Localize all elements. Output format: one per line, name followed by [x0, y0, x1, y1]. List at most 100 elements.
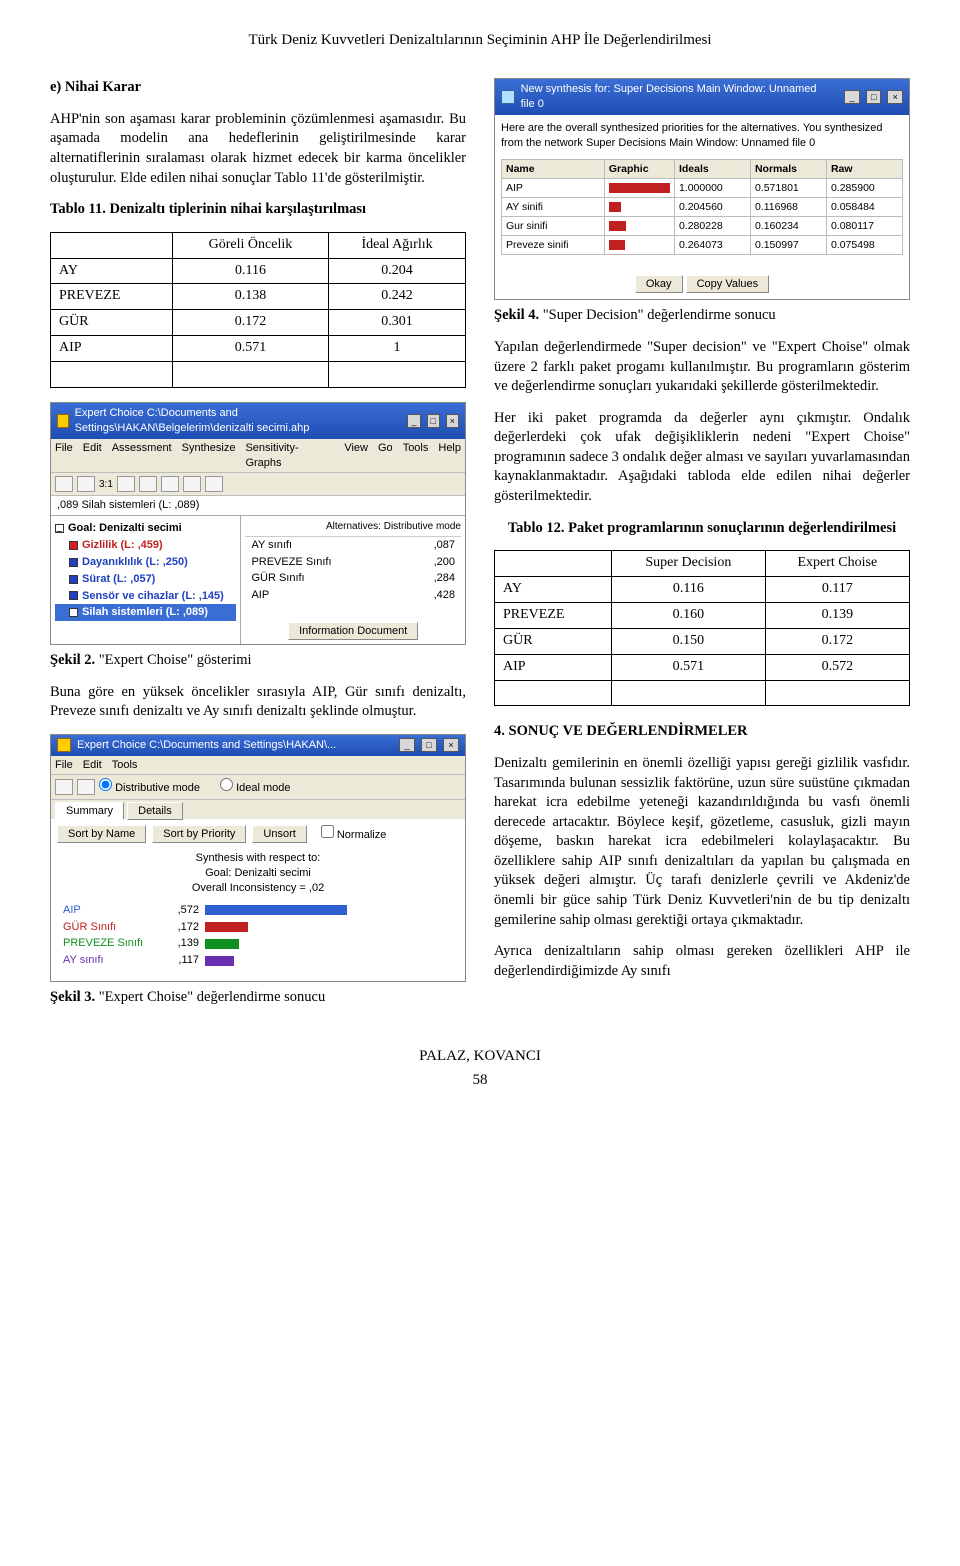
- ec2-titlebar[interactable]: Expert Choice C:\Documents and Settings\…: [51, 735, 465, 756]
- result-bar: [205, 905, 347, 915]
- ec1-alt-mode: Alternatives: Distributive mode: [245, 520, 461, 537]
- sd-app-icon: [501, 90, 515, 104]
- alt-val: ,428: [404, 587, 461, 604]
- mode-ideal-label: Ideal mode: [236, 782, 290, 794]
- t12-r0c2: 0.117: [765, 577, 909, 603]
- normalize-checkbox[interactable]: Normalize: [321, 825, 387, 843]
- unsort-button[interactable]: Unsort: [252, 825, 306, 843]
- t12-h1: Super Decision: [612, 551, 766, 577]
- tree-item-selected[interactable]: Silah sistemleri (L: ,089): [82, 605, 208, 620]
- alt-name[interactable]: GÜR Sınıfı: [245, 570, 403, 587]
- okay-button[interactable]: Okay: [635, 275, 683, 293]
- sd-row-bar: [604, 197, 674, 216]
- minimize-icon[interactable]: _: [399, 738, 415, 752]
- ec1-goal[interactable]: Goal: Denizalti secimi: [68, 521, 182, 536]
- toolbar-icon[interactable]: [55, 779, 73, 795]
- mode-ideal[interactable]: Ideal mode: [220, 778, 291, 796]
- t12-h2: Expert Choise: [765, 551, 909, 577]
- alt-name[interactable]: AIP: [245, 587, 403, 604]
- close-icon[interactable]: ×: [887, 90, 903, 104]
- close-icon[interactable]: ×: [446, 414, 459, 428]
- maximize-icon[interactable]: □: [421, 738, 437, 752]
- menu-tools[interactable]: Tools: [112, 758, 138, 773]
- menu-edit[interactable]: Edit: [83, 758, 102, 773]
- result-value: ,139: [159, 936, 199, 951]
- toolbar-icon[interactable]: [77, 476, 95, 492]
- sort-by-priority-button[interactable]: Sort by Priority: [152, 825, 246, 843]
- menu-file[interactable]: File: [55, 441, 73, 471]
- t12-r1c0: PREVEZE: [495, 602, 612, 628]
- menu-go[interactable]: Go: [378, 441, 393, 471]
- menu-edit[interactable]: Edit: [83, 441, 102, 471]
- toolbar-icon[interactable]: [77, 779, 95, 795]
- sd-titlebar[interactable]: New synthesis for: Super Decisions Main …: [495, 79, 909, 115]
- t11-r3c2: 1: [329, 336, 466, 362]
- minimize-icon[interactable]: _: [844, 90, 860, 104]
- t12-r2c2: 0.172: [765, 628, 909, 654]
- sd-h2: Ideals: [674, 159, 750, 178]
- sekil3-t: "Expert Choise" değerlendirme sonucu: [95, 989, 325, 1005]
- ec2-app-icon: [57, 738, 71, 752]
- ec1-title: Expert Choice C:\Documents and Settings\…: [75, 406, 396, 436]
- t12-r1c1: 0.160: [612, 602, 766, 628]
- normalize-check[interactable]: [321, 825, 334, 838]
- para4-1: Denizaltı gemilerinin en önemli özelliği…: [494, 754, 910, 930]
- toolbar-icon[interactable]: [117, 476, 135, 492]
- alt-name[interactable]: AY sınıfı: [245, 537, 403, 554]
- sekil3-b: Şekil 3.: [50, 989, 95, 1005]
- tree-item[interactable]: Gizlilik (L: ,459): [82, 538, 163, 553]
- sd-row-normals: 0.150997: [750, 236, 826, 255]
- sekil4-caption: Şekil 4. "Super Decision" değerlendirme …: [494, 306, 910, 326]
- tree-box-icon[interactable]: −: [55, 524, 64, 533]
- para-e1: AHP'nin son aşaması karar probleminin çö…: [50, 110, 466, 188]
- menu-assessment[interactable]: Assessment: [112, 441, 172, 471]
- info-document-button[interactable]: Information Document: [288, 622, 418, 640]
- radio-ideal[interactable]: [220, 778, 233, 791]
- copy-values-button[interactable]: Copy Values: [686, 275, 770, 293]
- sd-row-normals: 0.571801: [750, 178, 826, 197]
- sort-by-name-button[interactable]: Sort by Name: [57, 825, 146, 843]
- section-4-heading: 4. SONUÇ VE DEĞERLENDİRMELER: [494, 722, 910, 742]
- maximize-icon[interactable]: □: [866, 90, 882, 104]
- menu-help[interactable]: Help: [438, 441, 461, 471]
- t11-r0c0: AY: [51, 258, 173, 284]
- toolbar-icon[interactable]: [205, 476, 223, 492]
- tab-summary[interactable]: Summary: [55, 802, 124, 820]
- menu-synthesize[interactable]: Synthesize: [182, 441, 236, 471]
- toolbar-icon[interactable]: [55, 476, 73, 492]
- syn-line2: Goal: Denizalti secimi: [57, 866, 459, 881]
- menu-view[interactable]: View: [344, 441, 368, 471]
- menu-file[interactable]: File: [55, 758, 73, 773]
- sd-row-name: AIP: [502, 178, 605, 197]
- tab-details[interactable]: Details: [127, 802, 183, 820]
- ec2-toolbar: Distributive mode Ideal mode: [51, 775, 465, 800]
- ec2-title: Expert Choice C:\Documents and Settings\…: [77, 738, 336, 753]
- ec2-tabs: Summary Details: [51, 800, 465, 819]
- footer-authors: PALAZ, KOVANCI: [50, 1046, 910, 1066]
- alt-val: ,284: [404, 570, 461, 587]
- result-bar: [205, 956, 234, 966]
- minimize-icon[interactable]: _: [407, 414, 420, 428]
- alt-name[interactable]: PREVEZE Sınıfı: [245, 554, 403, 571]
- toolbar-icon[interactable]: [161, 476, 179, 492]
- menu-sensitivity[interactable]: Sensitivity-Graphs: [245, 441, 334, 471]
- maximize-icon[interactable]: □: [427, 414, 440, 428]
- mode-distributive[interactable]: Distributive mode: [99, 778, 200, 796]
- toolbar-icon[interactable]: [183, 476, 201, 492]
- close-icon[interactable]: ×: [443, 738, 459, 752]
- tree-item[interactable]: Sürat (L: ,057): [82, 572, 155, 587]
- tree-item[interactable]: Dayanıklılık (L: ,250): [82, 555, 188, 570]
- ec1-titlebar[interactable]: Expert Choice C:\Documents and Settings\…: [51, 403, 465, 439]
- menu-tools[interactable]: Tools: [403, 441, 429, 471]
- radio-distributive[interactable]: [99, 778, 112, 791]
- syn-line3: Overall Inconsistency = ,02: [57, 881, 459, 896]
- ec2-results: AIP,572GÜR Sınıfı,172PREVEZE Sınıfı,139A…: [57, 896, 459, 975]
- para4-2: Ayrıca denizaltıların sahip olması gerek…: [494, 942, 910, 981]
- priority-bar-icon: [69, 541, 78, 550]
- t12-r3c2: 0.572: [765, 654, 909, 680]
- sekil2-t: "Expert Choise" gösterimi: [95, 652, 251, 668]
- toolbar-icon[interactable]: [139, 476, 157, 492]
- tree-item[interactable]: Sensör ve cihazlar (L: ,145): [82, 589, 224, 604]
- priority-bar-icon: [69, 591, 78, 600]
- t11-r2c2: 0.301: [329, 310, 466, 336]
